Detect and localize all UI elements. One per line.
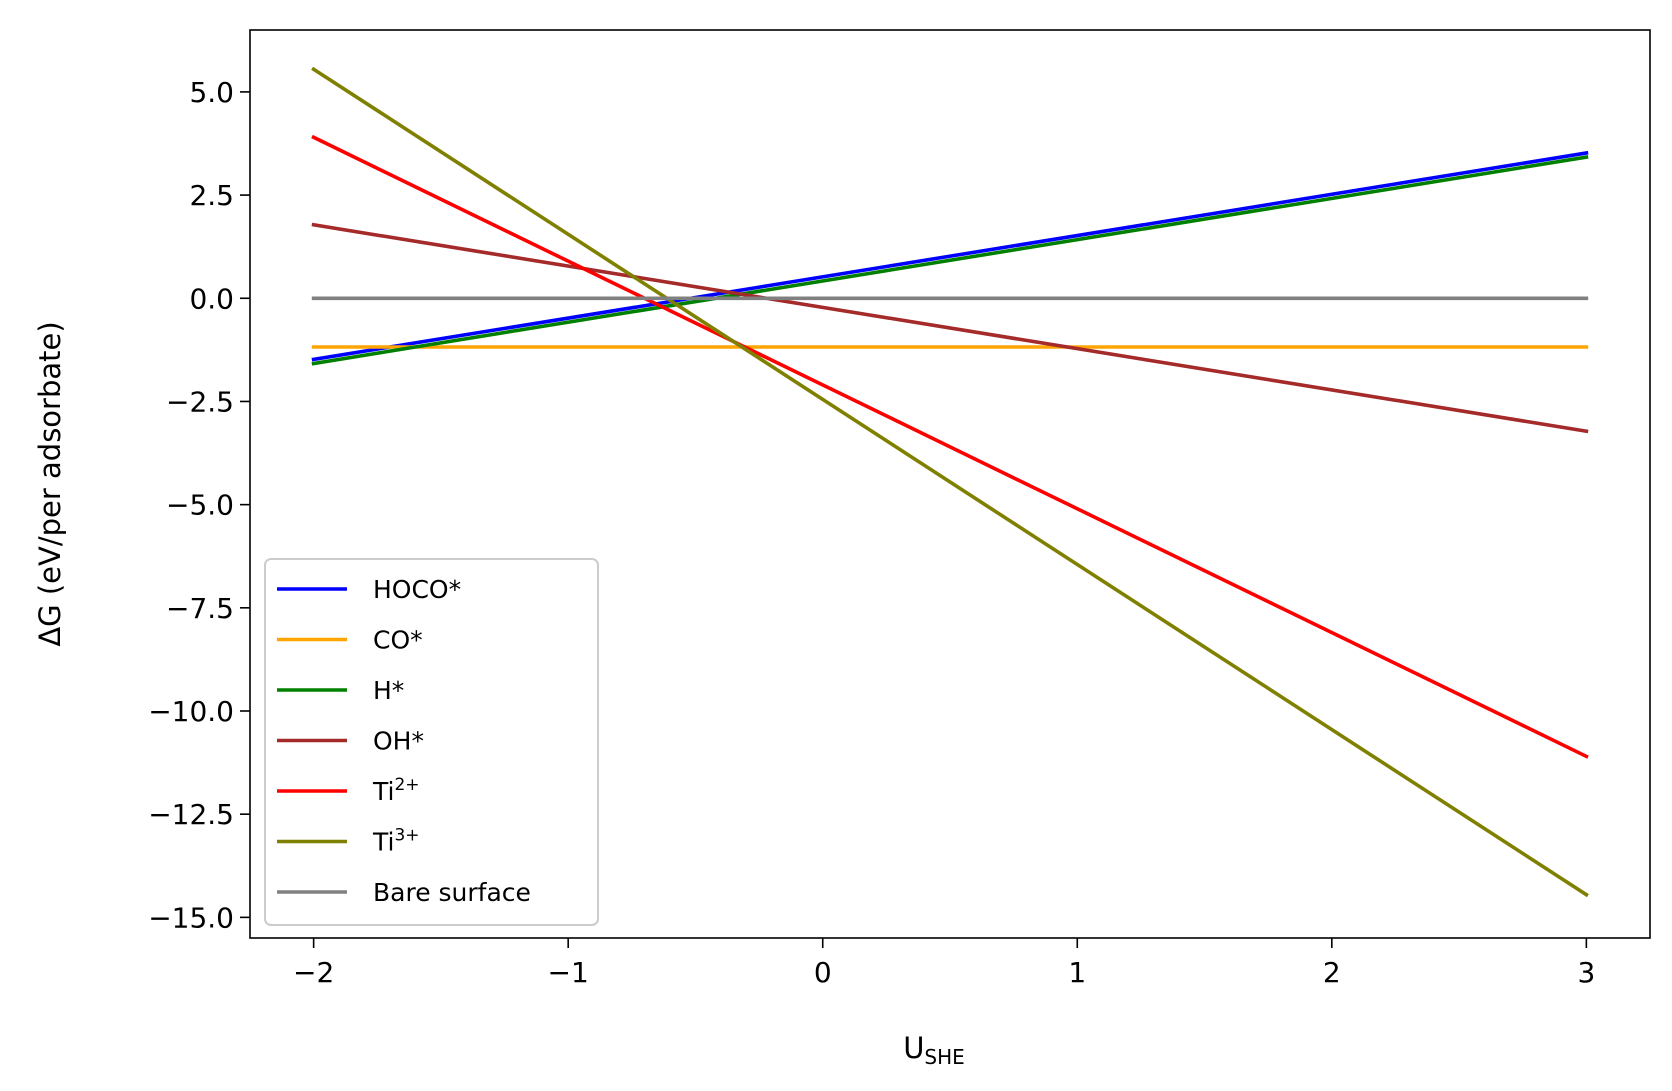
y-tick-label: −5.0 xyxy=(166,489,234,522)
y-tick-label: −10.0 xyxy=(148,695,234,728)
y-tick-label: 5.0 xyxy=(189,76,234,109)
series-line-h xyxy=(311,155,1589,366)
plot-lines xyxy=(311,66,1589,898)
y-axis: 5.0 2.5 0.0 −2.5 −5.0 −7.5 −10.0 −12.5 −15.0 xyxy=(148,76,250,934)
plot-frame xyxy=(249,29,1651,939)
series-line-ti3 xyxy=(311,66,1589,898)
series-line-oh xyxy=(311,222,1589,434)
series-line-ti2 xyxy=(311,134,1589,759)
y-tick-label: −12.5 xyxy=(148,798,234,831)
x-axis: −2 −1 0 1 2 3 xyxy=(293,938,1595,989)
y-tick-label: −2.5 xyxy=(166,385,234,418)
legend-label: Ti3+ xyxy=(372,826,420,857)
legend-box xyxy=(264,558,599,926)
y-tick-label: −7.5 xyxy=(166,592,234,625)
x-tick-label: −2 xyxy=(293,956,334,989)
x-tick-label: 0 xyxy=(814,956,832,989)
legend-label: H* xyxy=(373,676,404,705)
legend-label: OH* xyxy=(373,727,424,756)
x-tick-label: −1 xyxy=(548,956,589,989)
x-tick-label: 1 xyxy=(1068,956,1086,989)
x-tick-label: 2 xyxy=(1323,956,1341,989)
legend: HOCO* CO* H* OH* Ti2+ Ti3+ Bare surface xyxy=(264,558,599,926)
legend-label: Ti2+ xyxy=(372,775,420,806)
x-axis-label: USHE xyxy=(903,1031,965,1069)
y-tick-label: 0.0 xyxy=(189,282,234,315)
x-tick-label: 3 xyxy=(1577,956,1595,989)
x-axis-label-sub: SHE xyxy=(924,1045,964,1069)
legend-label: Bare surface xyxy=(373,878,531,907)
y-axis-label: ΔG (eV/per adsorbate) xyxy=(33,321,67,646)
legend-label: HOCO* xyxy=(373,575,461,604)
legend-label: CO* xyxy=(373,626,423,655)
y-tick-label: −15.0 xyxy=(148,901,234,934)
x-axis-label-main: U xyxy=(903,1031,924,1065)
series-line-hoco xyxy=(311,150,1589,362)
y-tick-label: 2.5 xyxy=(189,179,234,212)
